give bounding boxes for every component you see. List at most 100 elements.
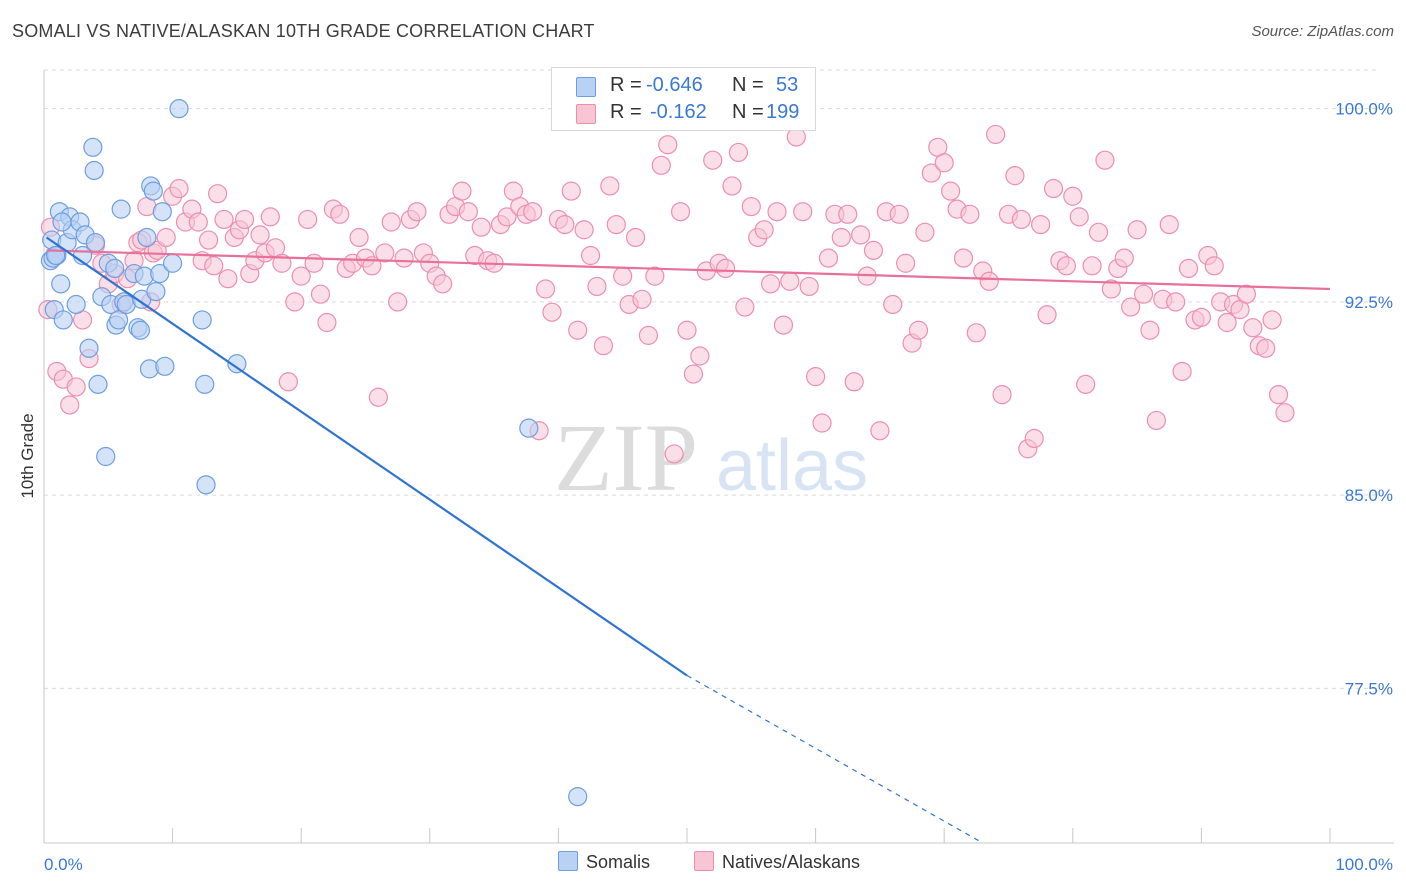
somali-point	[108, 310, 129, 330]
native-point	[394, 248, 414, 268]
n-label: N =	[732, 101, 764, 123]
native-point	[285, 292, 305, 312]
native-point	[214, 209, 234, 230]
native-point	[986, 124, 1006, 145]
native-point	[1256, 338, 1276, 358]
native-point	[208, 184, 228, 204]
native-point	[199, 230, 219, 250]
native-point	[1101, 279, 1121, 299]
series-natives-alaskans	[38, 124, 1295, 464]
native-point	[1146, 410, 1166, 431]
source-credit: Source: ZipAtlas.com	[1251, 23, 1394, 40]
somali-point	[146, 281, 166, 302]
somali-point	[196, 475, 216, 495]
native-point	[767, 202, 787, 222]
n-value: 53	[776, 74, 799, 96]
native-point	[889, 204, 909, 224]
native-point	[260, 207, 280, 227]
y-tick-label: 85.0%	[1345, 486, 1393, 505]
native-point	[388, 292, 408, 312]
native-point	[1236, 284, 1257, 304]
native-point	[349, 227, 369, 248]
native-point	[1031, 215, 1051, 235]
native-point	[1114, 248, 1134, 268]
native-point	[1088, 222, 1109, 242]
native-point	[921, 163, 941, 183]
native-point	[1217, 312, 1237, 333]
native-point	[574, 220, 594, 240]
native-point	[613, 266, 633, 286]
native-point	[375, 243, 395, 263]
native-point	[1082, 256, 1102, 276]
native-point	[651, 155, 671, 175]
somalis-swatch	[576, 77, 596, 97]
native-point	[250, 225, 270, 245]
native-point	[1191, 307, 1212, 327]
somali-point	[53, 310, 73, 330]
native-point	[218, 269, 238, 289]
somali-point	[143, 181, 163, 201]
somali-trendline-extension	[686, 674, 984, 844]
native-point	[831, 227, 851, 248]
native-point	[915, 222, 935, 242]
native-point	[330, 204, 350, 224]
native-point	[677, 320, 697, 340]
native-point	[156, 227, 176, 248]
native-point	[838, 204, 858, 224]
legend-item-natives-alaskans[interactable]: Natives/Alaskans	[694, 851, 860, 873]
x-tick-label: 0.0%	[44, 855, 83, 874]
native-point	[235, 209, 255, 230]
somali-point	[192, 310, 212, 330]
native-point	[593, 336, 614, 356]
stats-row-natives: R = -0.162 N = 199	[552, 101, 815, 127]
somali-point	[88, 374, 108, 394]
legend-label: Somalis	[586, 852, 651, 872]
r-value: -0.646	[646, 74, 703, 96]
y-tick-labels: 77.5% 85.0% 92.5% 100.0%	[1335, 100, 1393, 699]
native-point	[1140, 320, 1160, 340]
native-point	[1076, 374, 1096, 394]
legend-item-somalis[interactable]: Somalis	[558, 851, 650, 873]
stats-row-somalis: R = -0.646 N = 53	[552, 74, 815, 100]
native-point	[568, 320, 588, 340]
somali-point	[130, 320, 151, 340]
native-point	[780, 271, 800, 291]
native-point	[298, 209, 318, 230]
native-point	[1037, 305, 1057, 325]
somali-point	[519, 418, 539, 438]
native-point	[1166, 292, 1186, 312]
native-point	[664, 444, 684, 464]
native-point	[278, 372, 298, 392]
r-label: R =	[610, 74, 642, 96]
somali-point	[150, 263, 170, 284]
native-point	[1056, 256, 1076, 276]
native-point	[851, 225, 871, 245]
native-point	[433, 274, 453, 294]
somali-point	[66, 294, 86, 315]
native-trendline	[46, 249, 1331, 291]
somali-point	[105, 258, 125, 279]
n-value: 199	[766, 101, 800, 123]
native-point	[204, 256, 224, 276]
native-point	[703, 150, 723, 170]
native-point	[317, 312, 337, 333]
native-point	[542, 302, 562, 322]
native-point	[458, 202, 478, 222]
natives-swatch	[576, 104, 596, 124]
native-point	[471, 217, 491, 237]
native-point	[896, 253, 916, 273]
native-point	[66, 377, 86, 397]
x-tick-labels: 0.0% 100.0%	[44, 855, 1393, 874]
chart-title: SOMALI VS NATIVE/ALASKAN 10TH GRADE CORR…	[12, 21, 595, 41]
native-point	[992, 385, 1012, 405]
native-point	[645, 266, 665, 286]
native-point	[638, 325, 659, 345]
native-point	[818, 248, 839, 268]
native-point	[368, 387, 388, 407]
native-point	[304, 253, 324, 273]
somali-point	[169, 99, 189, 119]
native-point	[722, 176, 742, 196]
native-point	[1043, 178, 1064, 199]
native-point	[1005, 166, 1025, 186]
